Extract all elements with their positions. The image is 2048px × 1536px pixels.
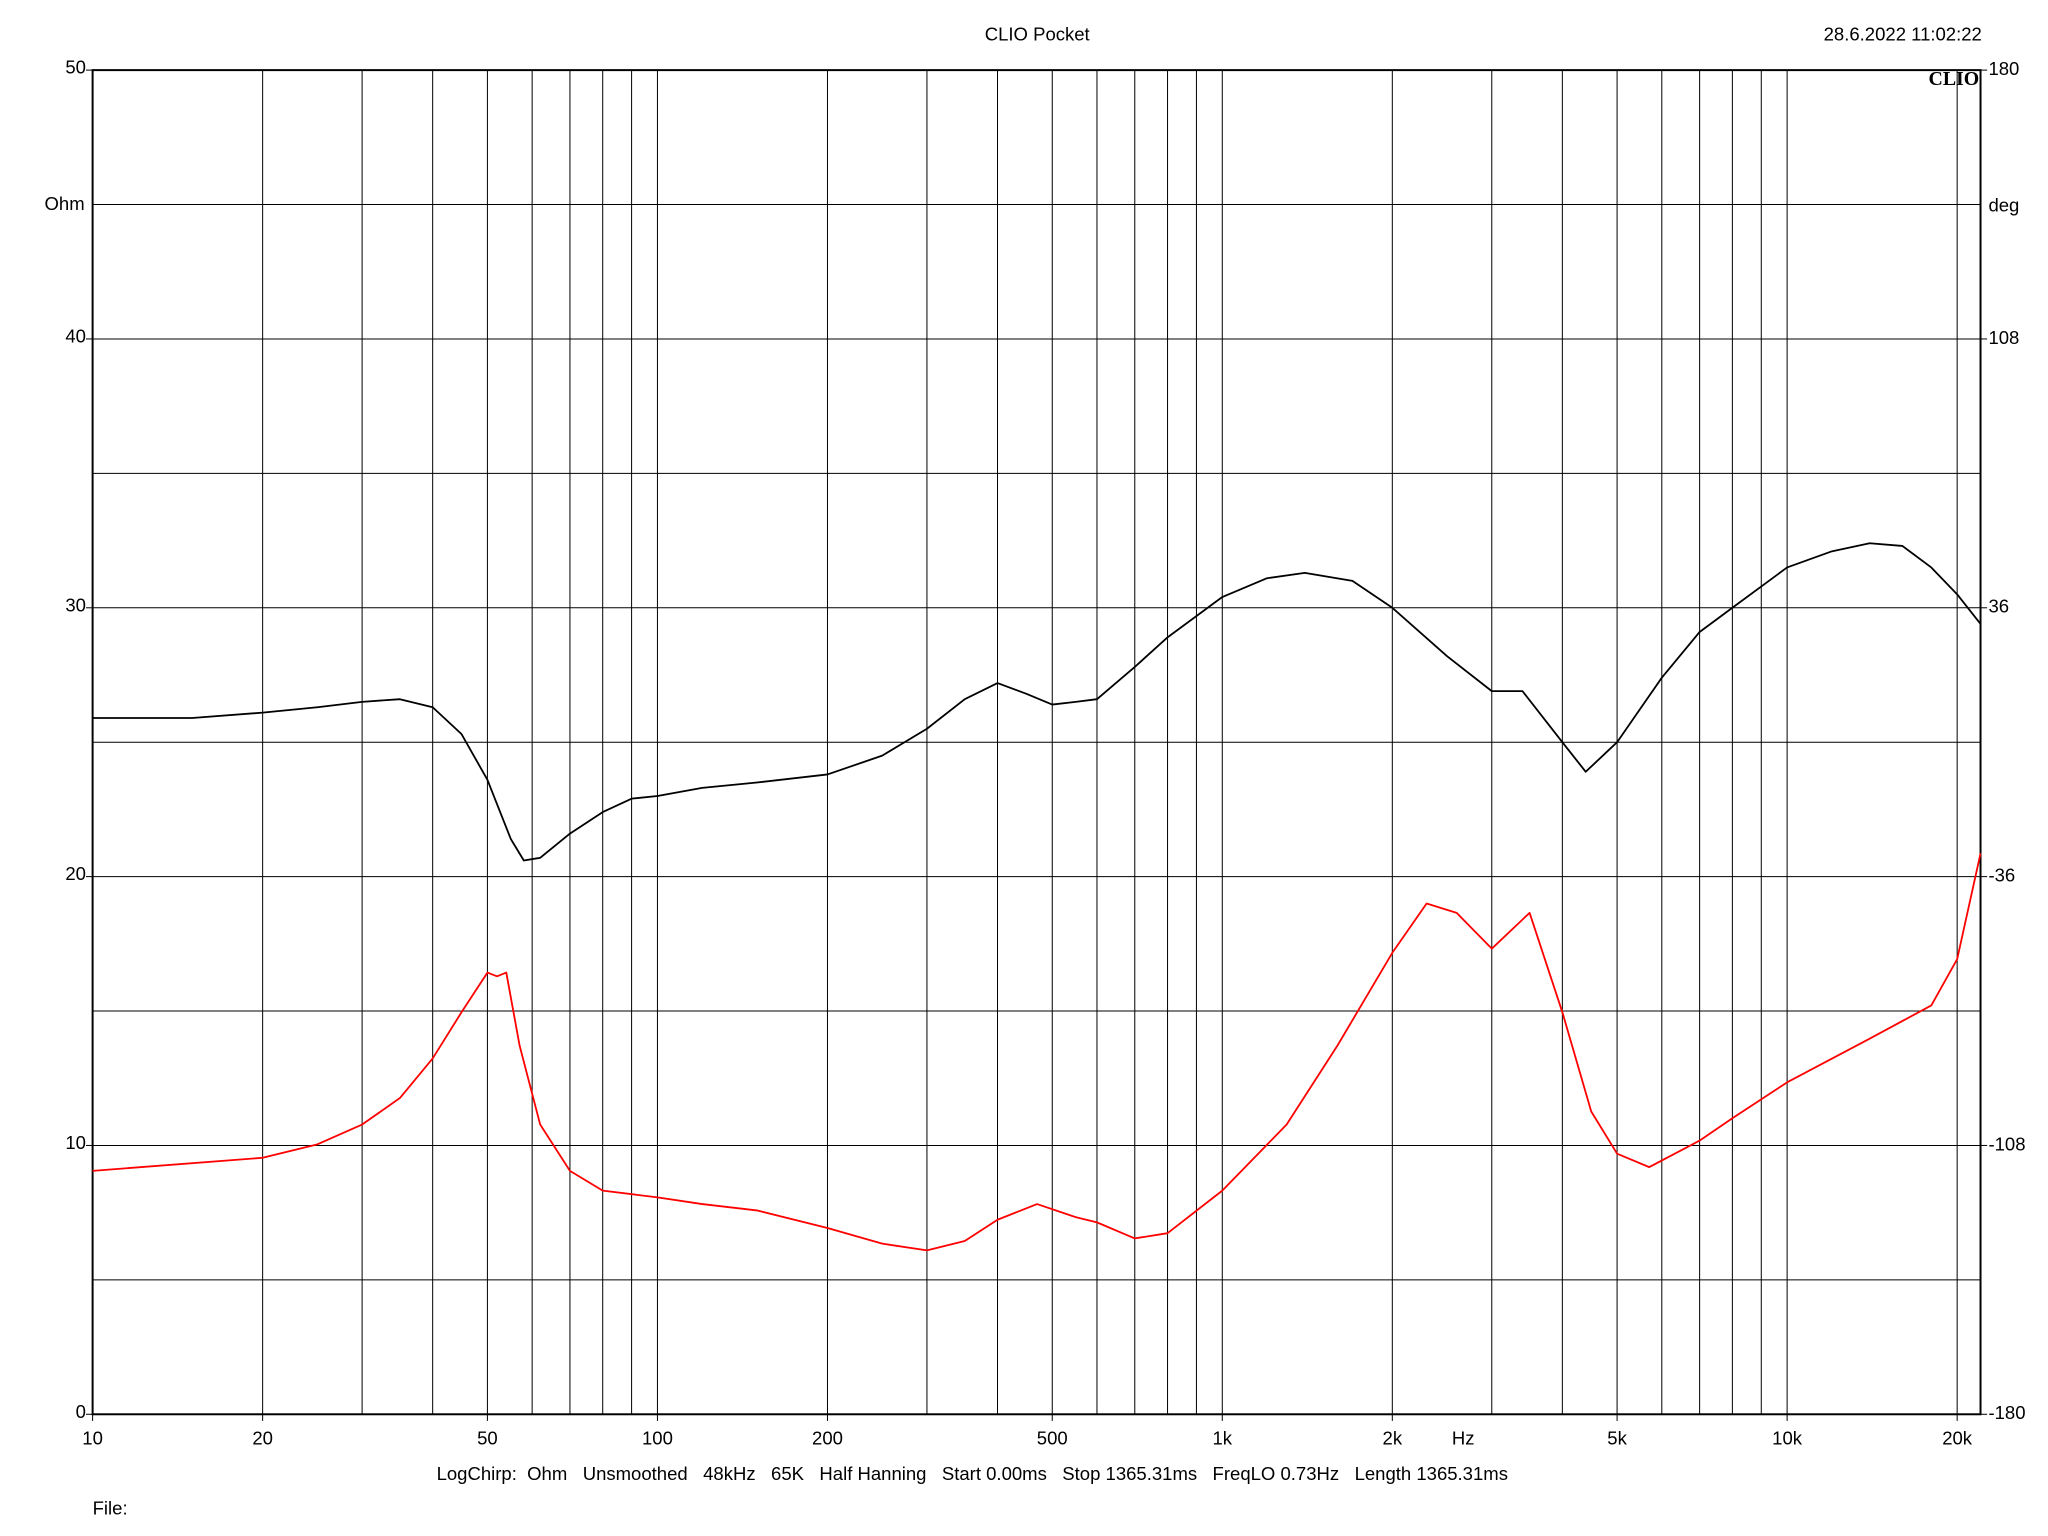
x-tick-label: 2k (1383, 1427, 1403, 1448)
y2-tick-label: 36 (1988, 596, 2009, 617)
x-tick-label: 10k (1772, 1427, 1803, 1448)
x-tick-label: 1k (1212, 1427, 1232, 1448)
x-tick-label: 200 (812, 1427, 843, 1448)
y-tick-label: 10 (65, 1132, 86, 1153)
footer: LogChirp: Ohm Unsmoothed 48kHz 65K Half … (437, 1463, 1508, 1484)
timestamp: 28.6.2022 11:02:22 (1824, 24, 1982, 45)
y-axis-label: Ohm (45, 193, 85, 214)
x-tick-label: 50 (477, 1427, 498, 1448)
series-line (93, 853, 1981, 1250)
plot-frame (91, 69, 1982, 1416)
y2-tick-label: 108 (1988, 327, 2019, 348)
chart-title: CLIO Pocket (985, 24, 1091, 45)
x-tick-label: 20k (1942, 1427, 1973, 1448)
x-tick-label: 10 (82, 1427, 103, 1448)
y-tick-label: 30 (65, 594, 86, 615)
y-tick-label: 50 (65, 57, 86, 78)
x-tick-label: 5k (1607, 1427, 1627, 1448)
y-tick-label: 40 (65, 326, 86, 347)
x-tick-label: 500 (1037, 1427, 1068, 1448)
x-tick-label: 100 (642, 1427, 673, 1448)
x-tick-label: 20 (252, 1427, 273, 1448)
y2-tick-label: -108 (1988, 1133, 2025, 1154)
file-label: File: (93, 1497, 128, 1518)
y2-tick-label: 180 (1988, 58, 2019, 79)
y2-tick-label: -180 (1988, 1402, 2025, 1423)
y2-axis-label: deg (1988, 194, 2019, 215)
x-axis-label: Hz (1452, 1427, 1475, 1448)
y2-tick-label: -36 (1988, 865, 2015, 886)
series-line (93, 543, 1981, 860)
logo: CLIO (1929, 68, 1980, 90)
y-tick-label: 0 (76, 1401, 86, 1422)
y-tick-label: 20 (65, 863, 86, 884)
